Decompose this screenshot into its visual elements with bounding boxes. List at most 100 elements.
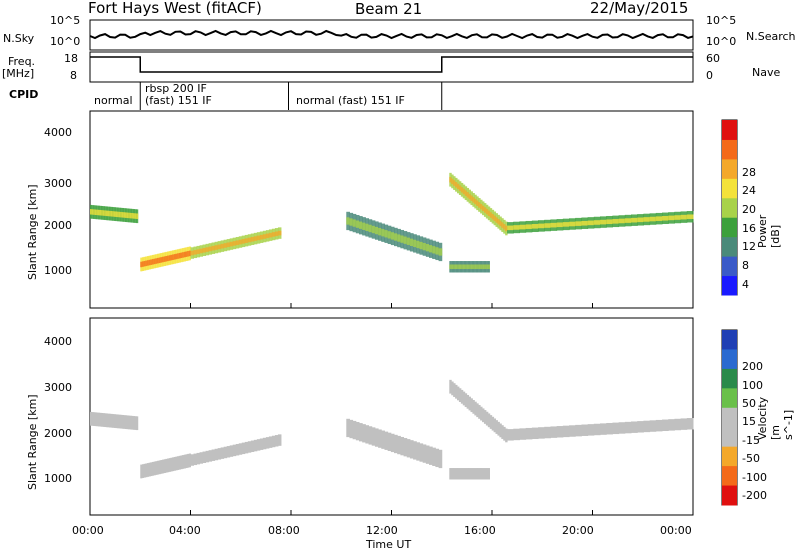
velocity-echo-cell	[413, 441, 417, 460]
power-echo-core	[470, 195, 473, 201]
power-cbar-label-4: 4	[742, 278, 749, 291]
power-echo-core	[129, 212, 132, 219]
velocity-echo-cell	[624, 421, 632, 434]
power-echo-core	[477, 264, 480, 270]
time-tick-6: 00:00	[660, 524, 692, 537]
power-echo-core	[247, 237, 252, 243]
velocity-echo-cell	[477, 468, 480, 480]
velocity-echo-cell	[346, 418, 350, 438]
velocity-echo-cell	[483, 410, 487, 424]
power-echo-core	[208, 246, 213, 252]
freq-tick-left-bottom: 8	[70, 69, 77, 82]
velocity-echo-cell	[113, 414, 116, 428]
velocity-colorbar-segment	[722, 388, 737, 409]
power-echo-core	[429, 245, 433, 253]
power-echo-core	[105, 210, 109, 217]
power-echo-core	[419, 241, 424, 250]
power-echo-core	[489, 212, 493, 218]
velocity-echo-cell	[153, 461, 156, 476]
velocity-echo-cell	[480, 406, 483, 421]
power-echo-core	[187, 251, 190, 257]
power-echo-core	[146, 260, 150, 266]
velocity-echo-cell	[175, 456, 178, 471]
velocity-echo-cell	[593, 423, 601, 436]
velocity-echo-cell	[262, 437, 267, 450]
velocity-echo-cell	[674, 418, 682, 431]
velocity-echo-cell	[368, 426, 373, 445]
power-echo-core	[157, 257, 160, 264]
velocity-echo-cell	[472, 468, 474, 480]
velocity-echo-cell	[102, 413, 105, 427]
power-echo-core	[456, 183, 460, 190]
power-echo-core	[409, 238, 414, 246]
power-echo-core	[525, 224, 533, 229]
velocity-echo-cell	[109, 413, 112, 428]
velocity-echo-cell	[464, 393, 468, 408]
power-echo-core	[253, 236, 258, 241]
velocity-echo-cell	[178, 455, 181, 470]
power-echo-core	[612, 219, 620, 224]
time-tick-1: 04:00	[169, 524, 201, 537]
velocity-echo-cell	[482, 468, 485, 480]
freq-tick-right-top: 60	[706, 52, 720, 65]
velocity-echo-cell	[480, 468, 482, 480]
velocity-echo-cell	[449, 379, 452, 394]
vel-cbar-label-15: 15	[742, 415, 756, 428]
velocity-echo-cell	[170, 457, 173, 472]
velocity-echo-cell	[381, 430, 385, 449]
velocity-echo-cell	[531, 427, 539, 440]
power-echo-core	[544, 223, 551, 228]
velocity-echo-cell	[600, 423, 607, 435]
power-echo-core	[480, 264, 482, 270]
power-echo-core	[435, 247, 440, 255]
velocity-echo-cell	[365, 425, 370, 444]
power-echo-core	[484, 264, 486, 270]
velocity-echo-cell	[587, 424, 595, 436]
velocity-echo-cell	[470, 398, 473, 413]
freq-tick-right-bottom: 0	[706, 69, 713, 82]
velocity-echo-cell	[193, 453, 198, 466]
power-echo-core	[432, 246, 436, 254]
power-echo-core	[120, 211, 123, 218]
power-echo-core	[556, 222, 564, 228]
velocity-echo-cell	[220, 447, 225, 459]
velocity-echo-cell	[121, 414, 124, 429]
power-echo-core	[507, 225, 514, 231]
power-echo-core	[346, 217, 350, 225]
velocity-echo-cell	[631, 421, 638, 433]
power-echo-core	[117, 211, 120, 218]
velocity-echo-cell	[101, 412, 104, 427]
power-echo-core	[232, 241, 237, 246]
velocity-echo-cell	[371, 427, 376, 446]
velocity-echo-cell	[394, 434, 398, 454]
velocity-echo-cell	[125, 415, 128, 430]
power-echo-core	[93, 209, 96, 215]
velocity-echo-cell	[235, 443, 240, 456]
power-echo-core	[205, 247, 210, 252]
power-echo-core	[190, 250, 195, 256]
velocity-echo-cell	[556, 426, 564, 438]
power-echo-core	[449, 264, 452, 270]
power-echo-core	[104, 210, 107, 216]
velocity-echo-cell	[562, 425, 570, 438]
power-echo-core	[495, 217, 498, 223]
power-colorbar-segment	[722, 275, 737, 296]
velocity-echo-cell	[157, 460, 160, 475]
cpid-mode-2b: (fast) 151 IF	[145, 94, 212, 107]
power-cbar-label-28: 28	[742, 166, 756, 179]
power-echo-core	[449, 176, 452, 183]
power-echo-core	[175, 253, 178, 260]
power-echo-core	[196, 249, 201, 254]
power-echo-core	[587, 220, 595, 226]
freq-line	[90, 56, 693, 73]
power-echo-core	[274, 231, 279, 237]
power-echo-core	[214, 245, 219, 250]
power-echo-core	[485, 208, 489, 215]
power-echo-core	[466, 264, 469, 270]
velocity-echo-cell	[134, 416, 137, 430]
cpid-mode-1: normal	[94, 94, 133, 107]
velocity-echo-cell	[120, 414, 123, 429]
velocity-echo-cell	[485, 468, 488, 480]
power-echo-core	[468, 193, 471, 200]
